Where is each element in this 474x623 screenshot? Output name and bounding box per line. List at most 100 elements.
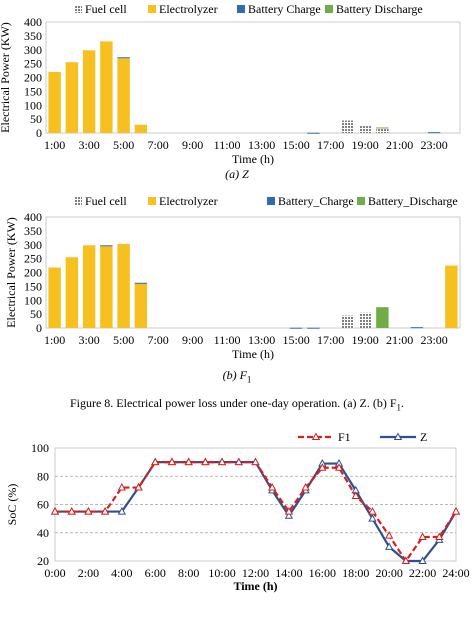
marker-f1 (201, 457, 210, 466)
bar-electrolyzer (48, 267, 61, 328)
y-tick-label: 150 (24, 279, 42, 293)
x-tick-label: 2:00 (78, 566, 99, 580)
x-tick-label: 13:00 (248, 333, 275, 347)
y-axis-label: Electrical Power (KW) (0, 22, 12, 133)
bar-electrolyzer (134, 283, 148, 328)
y-tick-label: 0 (36, 321, 42, 335)
marker-z (368, 514, 377, 522)
x-tick-label: 15:00 (282, 138, 309, 152)
x-axis-label: Time (h) (232, 347, 274, 361)
x-tick-label: 20:00 (375, 566, 402, 580)
marker-f1 (251, 457, 260, 466)
marker-f1 (268, 483, 277, 491)
bar-electrolyzer (82, 245, 96, 328)
plot-frame (45, 21, 461, 134)
x-axis-label: Time (h) (232, 152, 274, 166)
y-tick-label: 350 (24, 29, 42, 43)
marker-f1 (368, 507, 377, 515)
y-tick-label: 50 (30, 112, 42, 126)
y-tick-label: 400 (24, 210, 42, 224)
x-tick-label: 11:00 (214, 333, 241, 347)
chart-b-f1: Fuel cell Electrolyzer Battery_Charge Batte… (4, 194, 461, 361)
x-tick-label: 3:00 (78, 333, 99, 347)
marker-f1 (451, 507, 461, 515)
x-tick-label: 5:00 (113, 138, 134, 152)
y-tick-label: 100 (24, 293, 42, 307)
y-tick-label: 300 (24, 43, 42, 57)
y-tick-label: 300 (24, 238, 42, 252)
legend-label-battery_charge: Battery_Charge (278, 194, 354, 208)
legend-label-z: Z (420, 430, 427, 444)
bar-battery_charge (410, 327, 424, 329)
y-tick-label: 20 (37, 554, 49, 568)
y-tick-label: 150 (24, 84, 42, 98)
y-tick-label: 0 (36, 126, 42, 140)
marker-z (385, 542, 394, 550)
marker-f1 (117, 483, 126, 491)
x-tick-label: 3:00 (78, 138, 99, 152)
bar-fuel_cell (358, 312, 372, 328)
legend-swatch-electrolyzer (148, 197, 156, 205)
subcaption-b-sub: 1 (246, 374, 252, 385)
bar-electrolyzer (65, 62, 79, 133)
bar-electrolyzer (100, 246, 113, 328)
marker-f1 (334, 463, 344, 471)
bar-battery_discharge (376, 307, 389, 328)
x-tick-label: 13:00 (248, 138, 275, 152)
y-tick-label: 400 (24, 15, 42, 29)
x-tick-label: 9:00 (182, 138, 203, 152)
marker-f1 (50, 507, 60, 515)
y-tick-label: 100 (24, 98, 42, 112)
legend-marker-z (393, 432, 403, 440)
legend-marker-f1 (311, 432, 321, 440)
bar-electrolyzer (100, 41, 113, 133)
marker-f1 (284, 507, 294, 515)
marker-f1 (234, 457, 243, 466)
legend-swatch-electrolyzer (148, 5, 156, 13)
legend-label-electrolyzer: Electrolyzer (159, 194, 218, 208)
marker-f1 (184, 457, 193, 466)
x-tick-label: 10:00 (208, 566, 235, 580)
marker-z (284, 511, 294, 519)
plot-frame (45, 216, 461, 329)
legend-label-electrolyzer: Electrolyzer (159, 2, 218, 16)
x-tick-label: 24:00 (442, 566, 469, 580)
bar-electrolyzer (445, 265, 458, 328)
bar-battery_charge (307, 132, 320, 134)
x-tick-label: 15:00 (282, 333, 309, 347)
x-tick-label: 1:00 (44, 138, 65, 152)
bar-battery_charge (117, 57, 130, 59)
chart-b-subcaption: (b) F1 (0, 368, 474, 384)
figure-8-caption-text: Figure 8. Electrical power loss under on… (69, 396, 397, 410)
marker-f1 (151, 457, 160, 466)
x-tick-label: 16:00 (309, 566, 336, 580)
bar-fuel_cell (341, 315, 355, 328)
y-tick-label: 50 (30, 307, 42, 321)
x-tick-label: 0:00 (44, 566, 65, 580)
subcaption-a-text: (a) Z (225, 167, 249, 181)
legend-swatch-battery_discharge (325, 5, 333, 13)
y-tick-label: 200 (24, 266, 42, 280)
bar-electrolyzer (134, 124, 148, 133)
marker-f1 (100, 507, 110, 515)
x-tick-label: 22:00 (409, 566, 436, 580)
x-tick-label: 11:00 (214, 138, 241, 152)
x-tick-label: 14:00 (275, 566, 302, 580)
x-tick-label: 23:00 (420, 138, 447, 152)
marker-f1 (167, 457, 177, 466)
bar-battery_charge (289, 327, 303, 329)
y-axis-label: SoC (%) (5, 484, 19, 526)
marker-f1 (435, 532, 444, 540)
bar-battery_charge (100, 245, 113, 247)
marker-z (117, 507, 126, 515)
x-tick-label: 4:00 (111, 566, 132, 580)
x-tick-label: 21:00 (386, 333, 413, 347)
legend-label-battery_discharge: Battery Discharge (336, 2, 423, 16)
marker-f1 (418, 532, 427, 540)
x-tick-label: 9:00 (182, 333, 203, 347)
x-tick-label: 17:00 (317, 333, 344, 347)
x-tick-label: 17:00 (317, 138, 344, 152)
bar-electrolyzer (117, 243, 130, 328)
bar-battery_charge (307, 327, 320, 329)
bar-electrolyzer (65, 257, 79, 328)
